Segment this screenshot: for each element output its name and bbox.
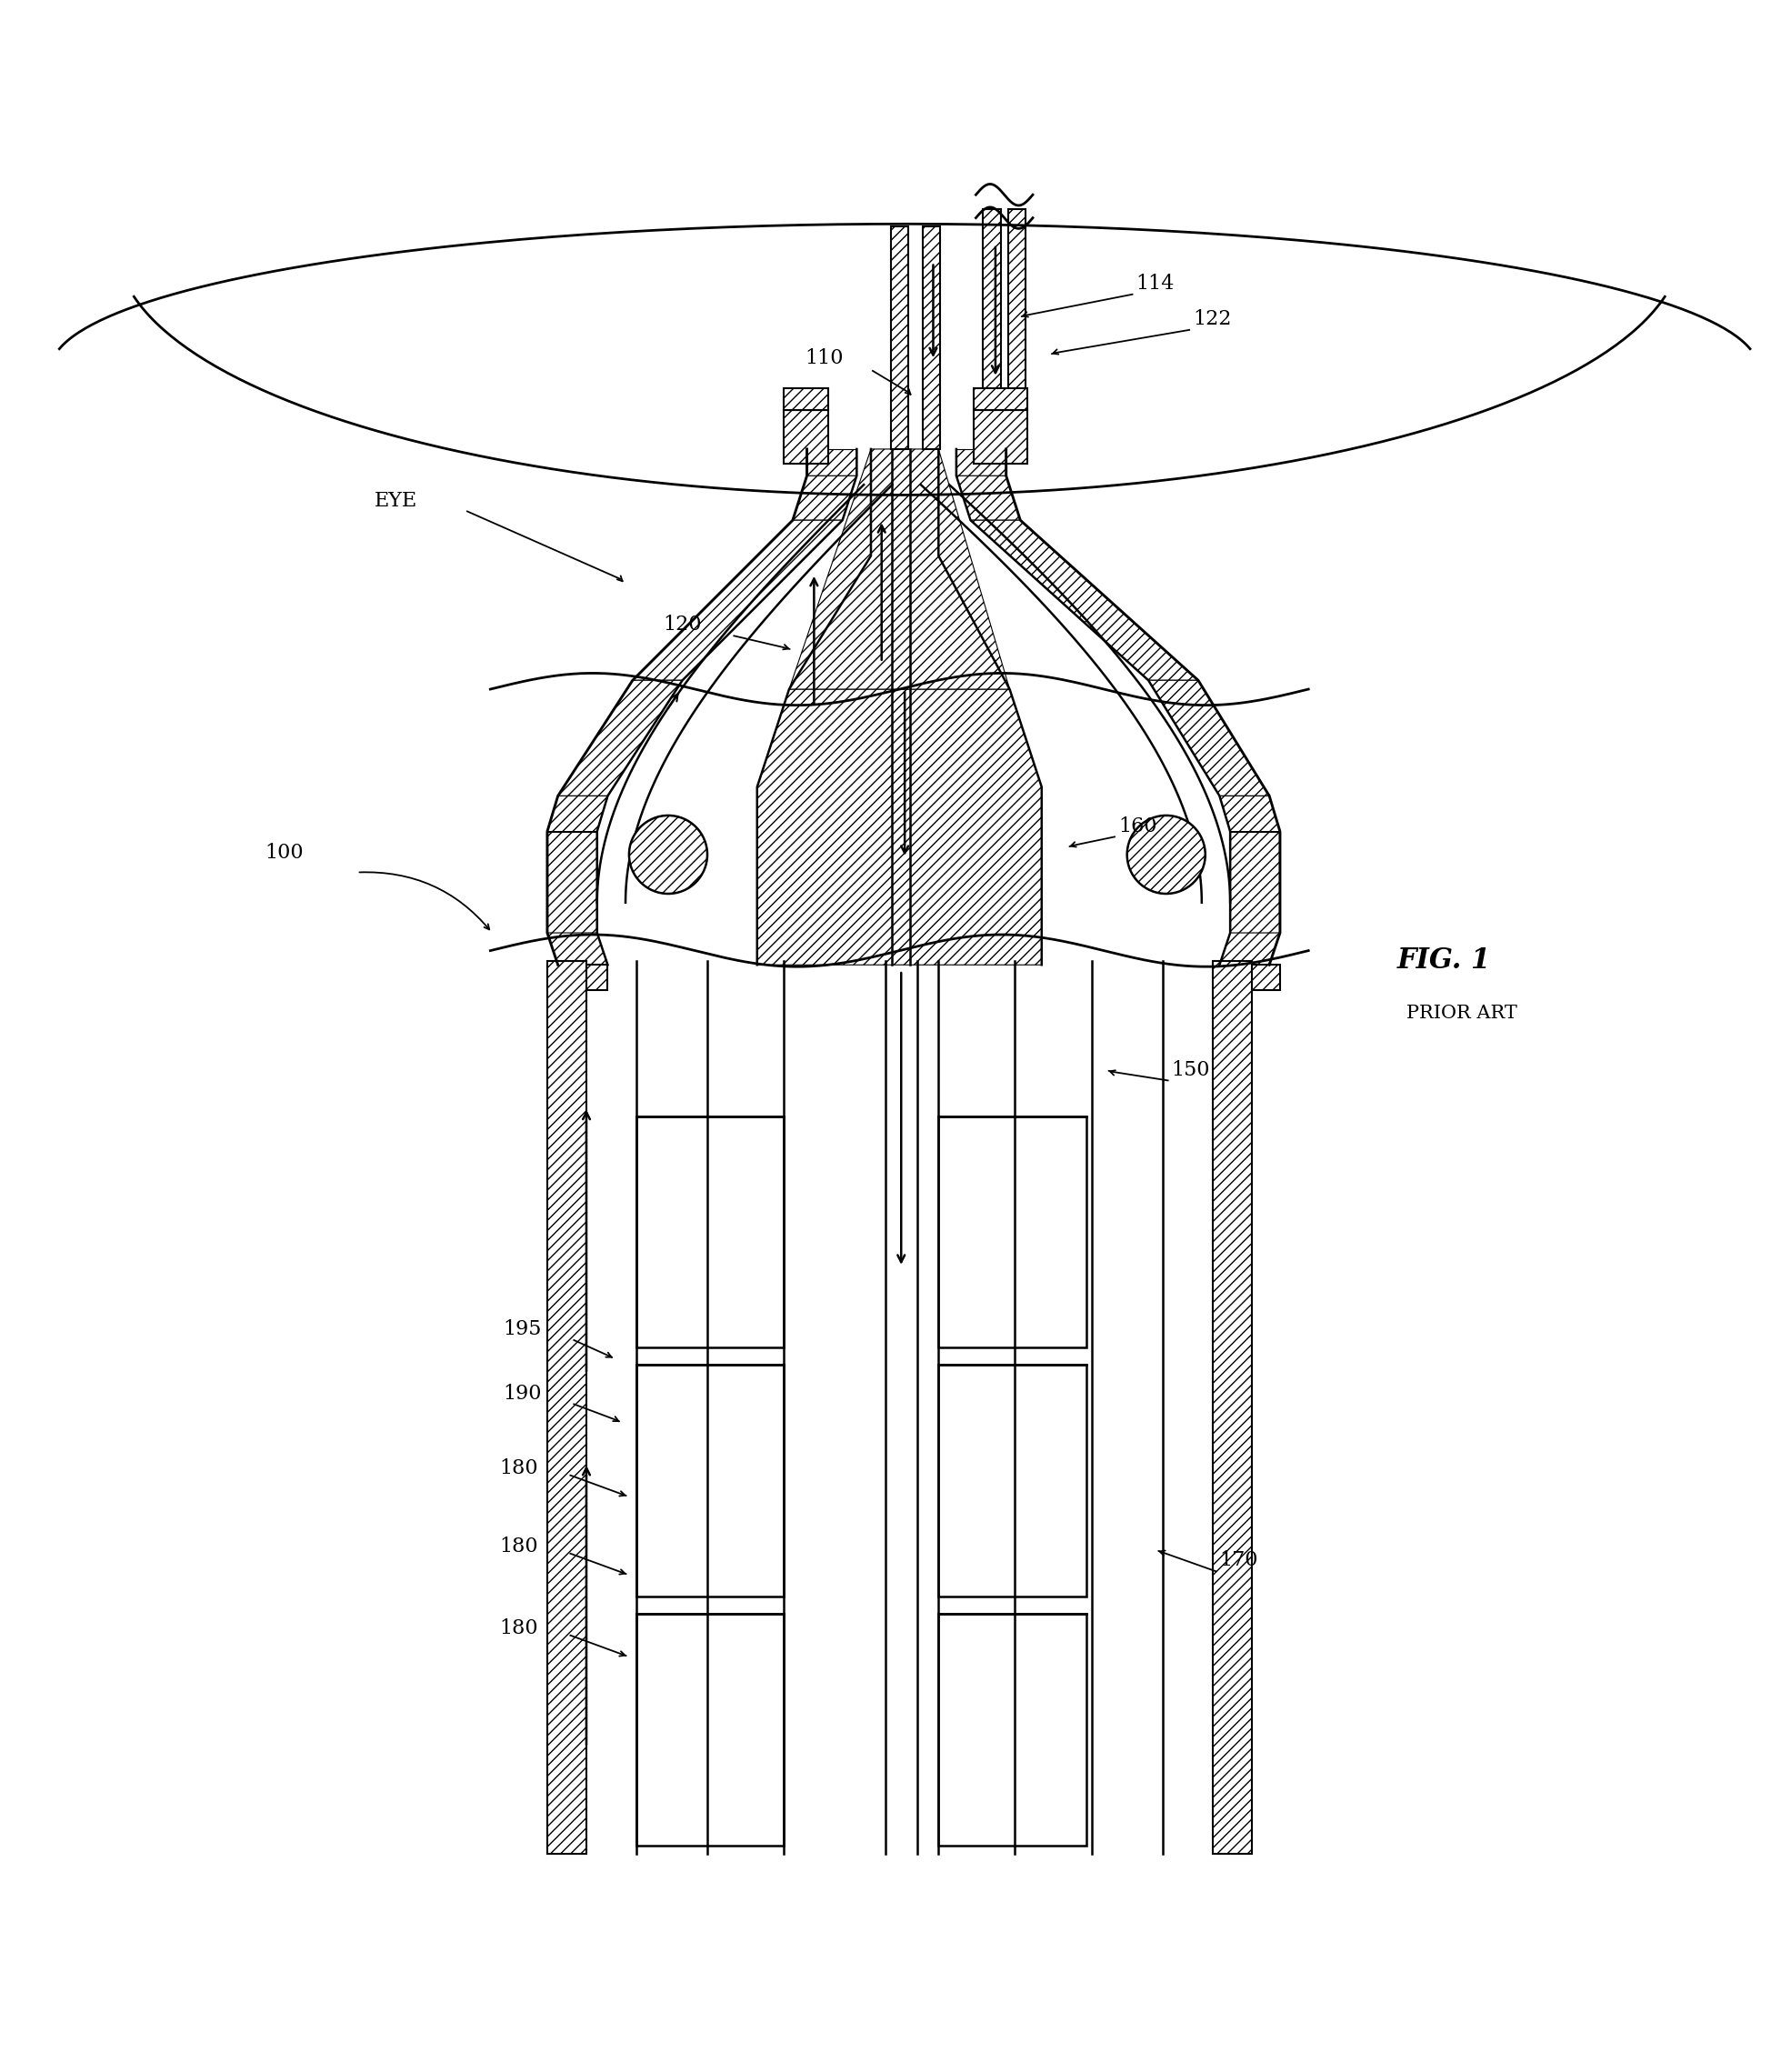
Text: 170: 170 [1220, 1550, 1257, 1571]
Polygon shape [1220, 932, 1281, 966]
Text: 120: 120 [663, 615, 702, 634]
Bar [636, 1117, 784, 1347]
Polygon shape [1220, 796, 1281, 831]
Bar [547, 961, 586, 1854]
Bar [974, 390, 1028, 410]
Bar [983, 209, 1001, 458]
Bar [636, 1614, 784, 1846]
Bar [939, 1365, 1086, 1595]
Polygon shape [793, 477, 857, 520]
Bar [784, 390, 828, 410]
Text: 190: 190 [502, 1384, 541, 1403]
Bar [939, 1614, 1086, 1846]
Polygon shape [956, 477, 1021, 520]
Text: 114: 114 [1136, 274, 1174, 294]
Bar [636, 1365, 784, 1595]
Bar [1220, 966, 1281, 990]
Text: 195: 195 [502, 1320, 541, 1339]
Text: 180: 180 [499, 1459, 538, 1477]
Circle shape [1127, 816, 1206, 893]
Polygon shape [789, 450, 1010, 690]
Text: 160: 160 [1118, 816, 1158, 835]
Text: FIG. 1: FIG. 1 [1398, 947, 1491, 974]
Bar [547, 966, 607, 990]
Polygon shape [557, 680, 682, 796]
Text: 100: 100 [264, 843, 303, 862]
Polygon shape [547, 831, 597, 932]
Text: 180: 180 [499, 1535, 538, 1556]
Bar [1008, 209, 1026, 458]
Polygon shape [1231, 831, 1281, 932]
Bar [974, 410, 1028, 464]
Text: 150: 150 [1172, 1059, 1209, 1080]
Polygon shape [807, 450, 857, 477]
Polygon shape [1149, 680, 1270, 796]
Bar [1213, 961, 1252, 1854]
Bar [939, 1117, 1086, 1347]
Polygon shape [547, 796, 607, 831]
Text: PRIOR ART: PRIOR ART [1407, 1005, 1517, 1021]
Polygon shape [971, 520, 1199, 680]
Bar [784, 410, 828, 464]
Circle shape [629, 816, 707, 893]
Polygon shape [547, 932, 607, 966]
Text: EYE: EYE [374, 491, 419, 510]
Text: 180: 180 [499, 1618, 538, 1639]
Bar [923, 226, 940, 450]
Polygon shape [757, 690, 1042, 966]
Text: 110: 110 [805, 348, 844, 369]
Text: 122: 122 [1193, 309, 1231, 329]
Bar [890, 226, 908, 450]
Polygon shape [956, 450, 1006, 477]
Polygon shape [632, 520, 842, 680]
